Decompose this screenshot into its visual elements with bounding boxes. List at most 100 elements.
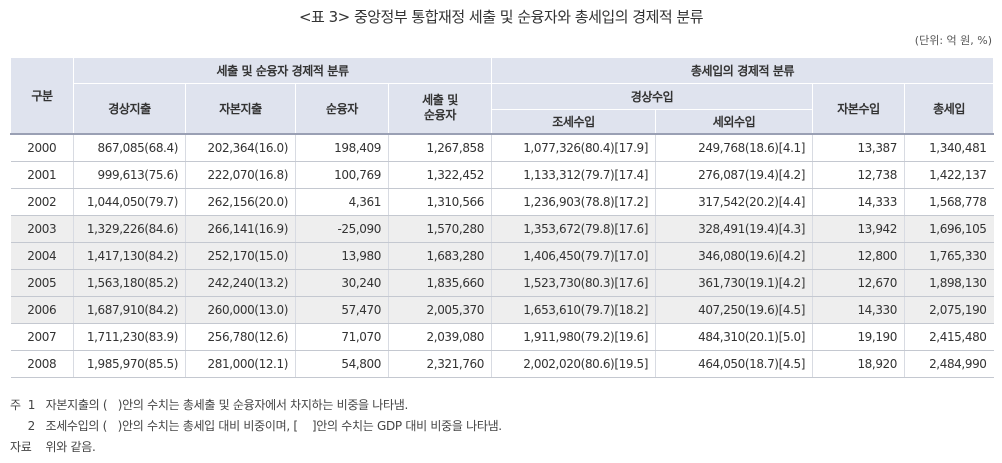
header-total-expenditure-line1: 세출 및 [422,93,458,108]
cell-value: 18,920 [812,350,906,378]
cell-value: 1,406,450(79.7)[17.0] [491,242,657,270]
cell-value: 1,570,280 [388,215,493,243]
cell-value: 256,780(12.6) [185,323,296,351]
cell-value: 1,687,910(84.2) [73,296,186,324]
cell-value: 361,730(19.1)[4.2] [655,269,814,297]
cell-value: 1,696,105 [904,215,994,243]
cell-value: 2,002,020(80.6)[19.5] [491,350,657,378]
cell-value: 2,484,990 [904,350,994,378]
cell-value: 1,898,130 [904,269,994,297]
cell-value: 12,800 [812,242,906,270]
source-note: 자료 위와 같음. [10,440,96,454]
cell-value: 13,980 [295,242,389,270]
cell-value: 1,353,672(79.8)[17.6] [491,215,657,243]
footnote-1: 주 1 자본지출의 ( )안의 수치는 총세출 및 순융자에서 차지하는 비중을… [10,398,409,412]
cell-year: 2004 [10,242,74,270]
cell-value: 1,322,452 [388,161,493,189]
cell-value: 54,800 [295,350,389,378]
header-current-revenue: 경상수입 [491,83,814,110]
cell-value: 13,387 [812,132,906,162]
cell-value: 1,523,730(80.3)[17.6] [491,269,657,297]
footnotes: 주 1 자본지출의 ( )안의 수치는 총세출 및 순융자에서 차지하는 비중을… [10,395,502,458]
cell-value: 30,240 [295,269,389,297]
header-total-expenditure-line2: 순융자 [424,108,456,123]
cell-value: 12,670 [812,269,906,297]
fiscal-table: 구분 세출 및 순융자 경제적 분류 총세입의 경제적 분류 경상지출 자본지출… [10,57,995,378]
table-row: 2005 1,563,180(85.2) 242,240(13.2) 30,240 1,… [10,269,994,297]
cell-value: 249,768(18.6)[4.1] [655,132,814,162]
cell-value: 1,985,970(85.5) [73,350,186,378]
cell-value: 2,005,370 [388,296,493,324]
cell-value: 1,133,312(79.7)[17.4] [491,161,657,189]
cell-value: 1,563,180(85.2) [73,269,186,297]
cell-value: 407,250(19.6)[4.5] [655,296,814,324]
table-row: 2007 1,711,230(83.9) 256,780(12.6) 71,070 2,… [10,323,994,351]
cell-value: 1,765,330 [904,242,994,270]
table-row: 2006 1,687,910(84.2) 260,000(13.0) 57,470 2,… [10,296,994,324]
cell-value: 1,683,280 [388,242,493,270]
cell-value: 19,190 [812,323,906,351]
cell-value: 317,542(20.2)[4.4] [655,188,814,216]
table-row: 2001 999,613(75.6) 222,070(16.8) 100,769 1,3… [10,161,994,189]
cell-value: 260,000(13.0) [185,296,296,324]
header-current-expenditure: 경상지출 [73,83,186,134]
cell-year: 2008 [10,350,74,378]
cell-value: 1,077,326(80.4)[17.9] [491,132,657,162]
cell-value: 100,769 [295,161,389,189]
header-total-expenditure: 세출 및 순융자 [387,83,493,134]
cell-value: 14,330 [812,296,906,324]
cell-year: 2003 [10,215,74,243]
footnote-2: 2 조세수입의 ( )안의 수치는 총세입 대비 비중이며, [ ]안의 수치는… [10,419,503,433]
cell-value: 202,364(16.0) [185,132,296,162]
cell-value: 2,075,190 [904,296,994,324]
table-title: <표 3> 중앙정부 통합재정 세출 및 순융자와 총세입의 경제적 분류 [298,8,704,26]
cell-year: 2000 [10,132,74,162]
cell-year: 2001 [10,161,74,189]
table-row: 2000 867,085(68.4) 202,364(16.0) 198,409 1,2… [10,132,994,162]
cell-value: 266,141(16.9) [185,215,296,243]
cell-value: 1,835,660 [388,269,493,297]
cell-value: 57,470 [295,296,389,324]
unit-label: (단위: 억 원, %) [914,34,992,47]
header-expenditure-group: 세출 및 순융자 경제적 분류 [72,57,493,84]
cell-value: 14,333 [812,188,906,216]
cell-value: 484,310(20.1)[5.0] [655,323,814,351]
header-capital-revenue: 자본수입 [812,83,906,134]
cell-year: 2002 [10,188,74,216]
header-year: 구분 [10,57,74,134]
cell-value: 1,422,137 [904,161,994,189]
cell-value: 276,087(19.4)[4.2] [655,161,814,189]
cell-value: 867,085(68.4) [73,132,186,162]
header-revenue-group: 총세입의 경제적 분류 [491,57,995,84]
header-tax-revenue: 조세수입 [491,109,657,134]
table-row: 2002 1,044,050(79.7) 262,156(20.0) 4,361 1,3… [10,188,994,216]
cell-value: 1,329,226(84.6) [73,215,186,243]
cell-year: 2007 [10,323,74,351]
cell-value: 346,080(19.6)[4.2] [655,242,814,270]
cell-value: 999,613(75.6) [73,161,186,189]
cell-value: 2,415,480 [904,323,994,351]
cell-value: 262,156(20.0) [185,188,296,216]
header-nontax-revenue: 세외수입 [655,109,814,134]
cell-value: 1,310,566 [388,188,493,216]
cell-value: 1,653,610(79.7)[18.2] [491,296,657,324]
cell-value: 1,044,050(79.7) [73,188,186,216]
cell-value: 4,361 [295,188,389,216]
cell-value: -25,090 [295,215,389,243]
cell-year: 2006 [10,296,74,324]
cell-value: 1,236,903(78.8)[17.2] [491,188,657,216]
cell-value: 198,409 [295,132,389,162]
cell-value: 1,568,778 [904,188,994,216]
cell-value: 1,340,481 [904,132,994,162]
cell-value: 1,711,230(83.9) [73,323,186,351]
cell-value: 281,000(12.1) [185,350,296,378]
header-net-lending: 순융자 [295,83,389,134]
cell-value: 252,170(15.0) [185,242,296,270]
table-row: 2008 1,985,970(85.5) 281,000(12.1) 54,800 2,… [10,350,994,378]
cell-value: 328,491(19.4)[4.3] [655,215,814,243]
cell-value: 71,070 [295,323,389,351]
cell-value: 222,070(16.8) [185,161,296,189]
cell-value: 13,942 [812,215,906,243]
cell-value: 2,039,080 [388,323,493,351]
cell-value: 1,911,980(79.2)[19.6] [491,323,657,351]
